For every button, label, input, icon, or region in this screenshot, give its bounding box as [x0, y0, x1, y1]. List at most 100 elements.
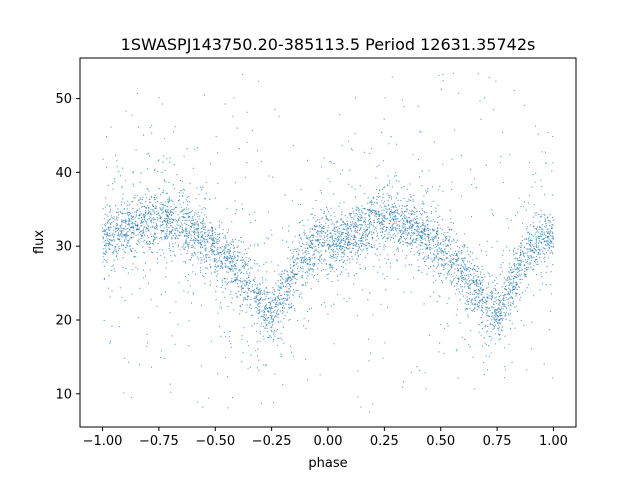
data-point — [289, 280, 292, 282]
data-point — [406, 218, 408, 220]
data-point — [359, 240, 361, 242]
data-point — [493, 327, 495, 329]
data-point — [254, 323, 256, 325]
data-point — [384, 214, 386, 217]
data-point — [437, 189, 439, 191]
data-point — [344, 236, 346, 238]
data-point — [486, 369, 489, 371]
data-point — [233, 274, 235, 276]
data-point — [219, 302, 221, 304]
data-point — [368, 213, 370, 216]
data-point — [329, 237, 331, 239]
data-point — [469, 346, 471, 348]
data-point — [179, 225, 181, 227]
data-point — [548, 247, 551, 249]
data-point — [109, 235, 111, 237]
data-point — [125, 267, 127, 269]
data-point — [115, 230, 117, 233]
data-point — [104, 229, 106, 231]
data-point — [350, 148, 353, 150]
data-point — [478, 300, 480, 302]
data-point — [516, 310, 518, 312]
data-point — [494, 324, 496, 326]
data-point — [427, 257, 429, 259]
data-point — [272, 310, 274, 312]
data-point — [211, 251, 213, 253]
data-point — [552, 237, 554, 239]
data-point — [552, 264, 554, 266]
data-point — [276, 344, 279, 346]
data-point — [242, 287, 244, 289]
data-point — [352, 236, 354, 238]
data-point — [338, 228, 340, 230]
data-point — [392, 234, 394, 236]
data-point — [199, 247, 202, 249]
data-point — [207, 256, 209, 259]
data-point — [535, 246, 538, 248]
data-point — [422, 219, 424, 221]
data-point — [351, 221, 354, 223]
data-point — [432, 240, 434, 242]
data-point — [451, 188, 453, 191]
data-point — [284, 281, 286, 283]
data-point — [468, 275, 470, 277]
data-point — [379, 213, 381, 215]
data-point — [520, 253, 522, 255]
data-point — [112, 225, 114, 227]
data-point — [443, 249, 446, 251]
data-point — [432, 219, 434, 221]
data-point — [304, 261, 307, 263]
data-point — [241, 271, 243, 273]
data-point — [176, 206, 178, 208]
data-point — [517, 262, 519, 265]
data-point — [461, 271, 463, 273]
data-point — [156, 228, 158, 230]
data-point — [129, 245, 131, 247]
data-point — [462, 286, 464, 288]
data-point — [520, 319, 522, 322]
data-point — [347, 248, 349, 250]
data-point — [539, 256, 541, 259]
data-point — [281, 270, 283, 272]
data-point — [287, 277, 289, 279]
data-point — [235, 293, 237, 295]
data-point — [269, 291, 271, 293]
data-point — [335, 234, 337, 236]
data-point — [174, 208, 176, 210]
data-point — [140, 222, 142, 224]
data-point — [336, 220, 338, 222]
data-point — [260, 315, 262, 317]
data-point — [470, 168, 472, 170]
data-point — [438, 248, 441, 250]
data-point — [516, 264, 518, 266]
data-point — [325, 222, 327, 224]
data-point — [188, 231, 190, 234]
data-point — [206, 235, 208, 237]
data-point — [234, 212, 236, 215]
data-point — [210, 272, 212, 274]
data-point — [509, 312, 511, 314]
data-point — [519, 264, 521, 266]
data-point — [249, 283, 251, 285]
data-point — [344, 247, 346, 249]
data-point — [308, 269, 310, 271]
data-point — [470, 300, 472, 302]
data-point — [289, 304, 291, 306]
data-point — [163, 211, 165, 213]
data-point — [552, 253, 554, 255]
data-point — [255, 350, 257, 352]
data-point — [349, 214, 351, 216]
data-point — [497, 311, 499, 313]
data-point — [186, 230, 188, 232]
data-point — [461, 270, 463, 272]
data-point — [333, 212, 335, 214]
data-point — [476, 257, 478, 259]
data-point — [305, 284, 307, 287]
data-point — [313, 225, 316, 227]
data-point — [544, 220, 546, 223]
data-point — [391, 224, 393, 226]
data-point — [256, 323, 258, 325]
data-point — [499, 319, 501, 321]
data-point — [334, 251, 336, 253]
data-point — [205, 273, 207, 275]
